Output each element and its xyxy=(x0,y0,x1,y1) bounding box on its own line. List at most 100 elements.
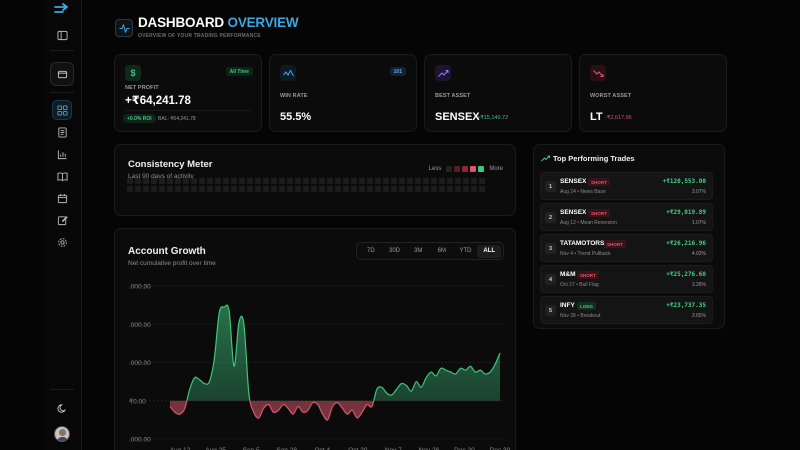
range-6m[interactable]: 6M xyxy=(437,248,447,254)
heatmap-cell xyxy=(215,186,221,192)
playbook-icon[interactable] xyxy=(52,166,72,186)
heatmap-cell xyxy=(287,186,293,192)
trade-row[interactable]: 1 SENSEX SHORT Aug 24 • News Base +₹120,553.… xyxy=(540,172,713,200)
x-tick-label: Aug 25 xyxy=(205,447,226,450)
growth-title: Account Growth xyxy=(128,246,206,257)
heatmap-cell xyxy=(383,178,389,184)
account-growth-card: Account Growth Net cumulative profit ove… xyxy=(114,228,516,450)
trade-rank: 1 xyxy=(545,181,556,192)
heatmap-cell xyxy=(431,178,437,184)
edit-icon[interactable] xyxy=(52,210,72,230)
x-tick-label: Oct 20 xyxy=(348,447,368,450)
y-tick-label: .000.00 xyxy=(129,437,151,444)
analytics-icon[interactable] xyxy=(52,144,72,164)
heatmap-cell xyxy=(351,186,357,192)
sidebar xyxy=(42,0,82,450)
y-tick-label: .000.00 xyxy=(129,322,151,329)
heatmap-cell xyxy=(447,186,453,192)
consistency-title: Consistency Meter xyxy=(128,159,213,170)
activity-heatmap xyxy=(127,178,485,192)
settings-icon[interactable] xyxy=(52,232,72,252)
journal-icon[interactable] xyxy=(52,122,72,142)
logo-icon xyxy=(54,3,68,13)
calendar-icon[interactable] xyxy=(52,188,72,208)
trade-symbol: TATAMOTORS xyxy=(560,240,605,247)
heat-legend: Less More xyxy=(429,166,503,172)
best-asset-label: BEST ASSET xyxy=(435,93,471,99)
profit-line xyxy=(186,304,501,401)
pulse-icon xyxy=(115,19,133,37)
heatmap-cell xyxy=(223,186,229,192)
range-7d[interactable]: 7D xyxy=(367,248,375,254)
range-30d[interactable]: 30D xyxy=(389,248,401,254)
dashboard-icon[interactable] xyxy=(52,100,72,120)
x-tick-label: Sep 28 xyxy=(276,447,297,450)
heatmap-cell xyxy=(175,186,181,192)
page-subtitle: OVERVIEW OF YOUR TRADING PERFORMANCE xyxy=(138,33,261,39)
heatmap-cell xyxy=(199,178,205,184)
range-ytd[interactable]: YTD xyxy=(459,248,472,254)
heatmap-cell xyxy=(471,186,477,192)
heatmap-cell xyxy=(423,178,429,184)
heatmap-cell xyxy=(263,186,269,192)
heatmap-cell xyxy=(303,186,309,192)
trade-rank: 2 xyxy=(545,212,556,223)
heatmap-cell xyxy=(303,178,309,184)
heatmap-cell xyxy=(175,178,181,184)
account-growth-chart: .000.00 .000.00 .000.00 ₹0.00 .000.00 Aug 12 A… xyxy=(129,284,511,450)
heatmap-cell xyxy=(191,178,197,184)
heatmap-cell xyxy=(183,186,189,192)
heatmap-cell xyxy=(375,178,381,184)
range-3m[interactable]: 3M xyxy=(414,248,423,254)
net-profit-value: +₹64,241.78 xyxy=(125,95,191,107)
heatmap-cell xyxy=(231,186,237,192)
wallet-icon[interactable] xyxy=(50,62,74,86)
trade-symbol: M&M xyxy=(560,271,576,278)
trade-percent: 3.07% xyxy=(691,189,706,195)
heatmap-cell xyxy=(407,186,413,192)
heatmap-cell xyxy=(455,178,461,184)
balance-text: BAL: ₹64,241.78 xyxy=(158,116,196,122)
heatmap-cell xyxy=(479,178,485,184)
heatmap-cell xyxy=(151,186,157,192)
legend-more: More xyxy=(489,166,503,172)
heatmap-cell xyxy=(167,178,173,184)
heatmap-cell xyxy=(471,178,477,184)
trade-percent: 4.02% xyxy=(691,251,706,257)
x-tick-label: Sep 5 xyxy=(243,447,260,450)
x-tick-label: Nov 28 xyxy=(419,447,440,450)
y-tick-label: ₹0.00 xyxy=(129,397,146,405)
heatmap-cell xyxy=(231,178,237,184)
sidebar-toggle-icon[interactable] xyxy=(52,25,72,45)
trade-row[interactable]: 5 INFY LONG Nov 28 • Breakout +₹23,737.35 3.6… xyxy=(540,296,713,324)
avatar[interactable] xyxy=(54,426,70,442)
heatmap-cell xyxy=(327,186,333,192)
heatmap-cell xyxy=(455,186,461,192)
trade-symbol: INFY xyxy=(560,302,575,309)
heatmap-cell xyxy=(319,178,325,184)
trade-row[interactable]: 2 SENSEX SHORT Aug 12 • Mean Reversion +₹29,… xyxy=(540,203,713,231)
trade-rank: 4 xyxy=(545,274,556,285)
heatmap-cell xyxy=(407,178,413,184)
trade-row[interactable]: 4 M&M SHORT Oct 27 • Bull Flag +₹25,276.60 3.… xyxy=(540,265,713,293)
theme-toggle-icon[interactable] xyxy=(52,398,72,418)
range-all[interactable]: ALL xyxy=(477,244,502,258)
heatmap-cell xyxy=(271,178,277,184)
heatmap-cell xyxy=(159,186,165,192)
heatmap-cell xyxy=(367,178,373,184)
win-rate-value: 55.5% xyxy=(280,111,312,123)
heatmap-cell xyxy=(263,178,269,184)
consistency-meter-card: Consistency Meter Last 90 days of activi… xyxy=(114,144,516,216)
profit-area xyxy=(170,305,500,401)
heatmap-cell xyxy=(207,186,213,192)
heatmap-cell xyxy=(359,178,365,184)
heatmap-cell xyxy=(215,178,221,184)
x-tick-label: Aug 12 xyxy=(170,447,191,450)
trade-row[interactable]: 3 TATAMOTORS SHORT Nov 4 • Trend Pullback +₹… xyxy=(540,234,713,262)
heatmap-cell xyxy=(343,178,349,184)
heatmap-cell xyxy=(415,186,421,192)
trade-percent: 3.26% xyxy=(691,282,706,288)
heatmap-cell xyxy=(335,178,341,184)
heatmap-cell xyxy=(311,186,317,192)
best-asset-card: BEST ASSET SENSEX +₹15,140.72 xyxy=(424,54,572,132)
